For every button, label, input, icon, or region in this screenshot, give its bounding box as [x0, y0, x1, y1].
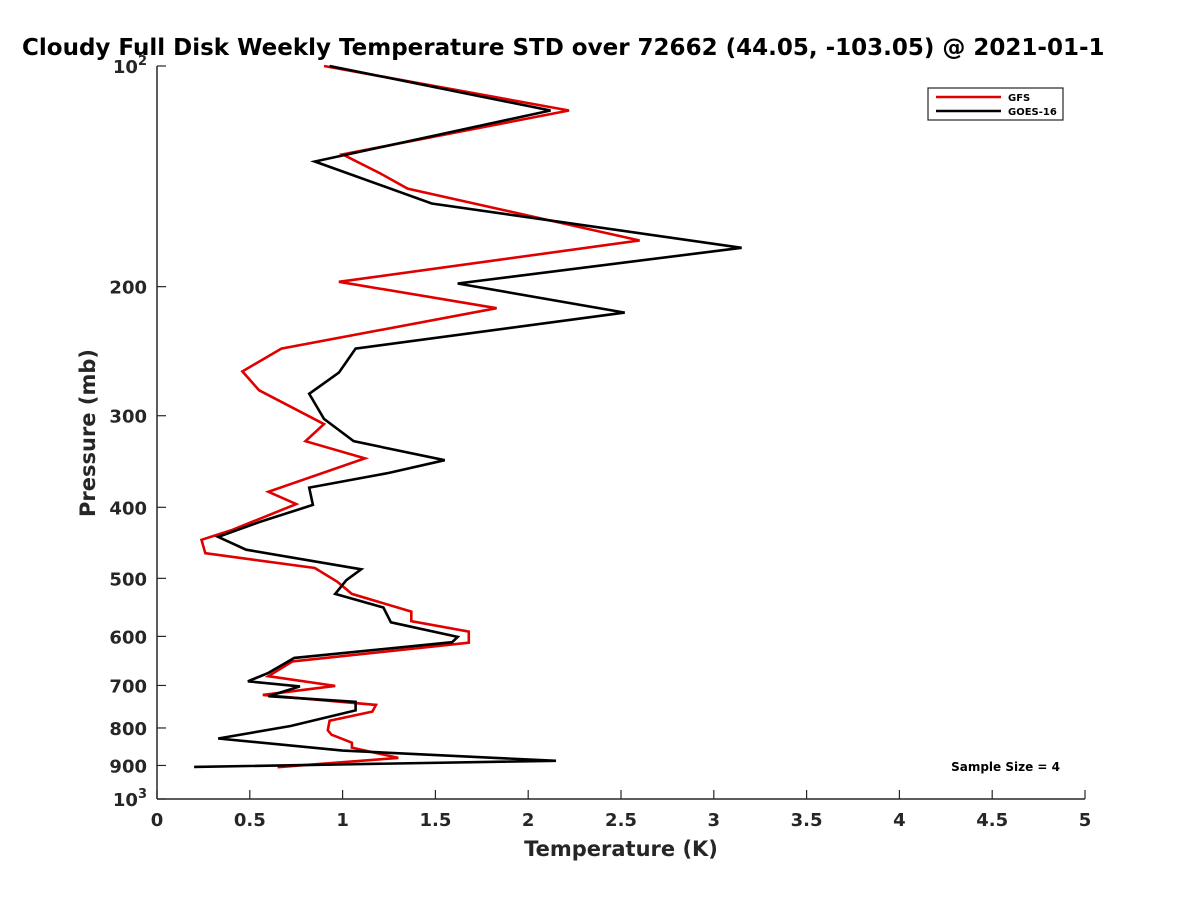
x-tick-label: 2.5	[605, 810, 637, 831]
x-tick-label: 0	[151, 810, 164, 831]
y-tick-exponent: 2	[138, 54, 147, 69]
y-tick-exponent: 3	[138, 787, 147, 802]
legend-label: GOES-16	[1008, 107, 1057, 118]
y-tick-label: 800	[109, 719, 147, 740]
x-tick-label: 3	[708, 810, 721, 831]
y-tick-base: 10	[113, 57, 138, 78]
x-tick-label: 2	[522, 810, 535, 831]
series-line-goes-16	[194, 64, 742, 769]
legend-label: GFS	[1008, 93, 1030, 104]
y-tick-label: 300	[109, 407, 147, 428]
x-tick-label: 4	[893, 810, 906, 831]
x-tick-label: 4.5	[976, 810, 1008, 831]
y-tick-label: 102	[113, 54, 147, 78]
y-tick-label: 900	[109, 756, 147, 777]
y-tick-base: 10	[113, 790, 138, 811]
y-tick-label: 103	[113, 787, 147, 811]
legend-box	[927, 87, 1064, 121]
x-axis-label: Temperature (K)	[524, 837, 718, 861]
x-tick-label: 3.5	[791, 810, 823, 831]
y-axis-label: Pressure (mb)	[76, 349, 100, 517]
series-line-gfs	[199, 64, 640, 769]
chart-title: Cloudy Full Disk Weekly Temperature STD …	[22, 35, 1105, 61]
x-tick-label: 5	[1079, 810, 1092, 831]
plot-area	[194, 64, 742, 769]
y-tick-label: 600	[109, 627, 147, 648]
axes: 0 0.5 1 1.5 2 2.5 3 3.5 4 4.5 51022003004005006007…	[109, 54, 1091, 831]
y-tick-label: 500	[109, 569, 147, 590]
x-tick-label: 0.5	[234, 810, 266, 831]
y-tick-label: 400	[109, 498, 147, 519]
sample-size-annotation: Sample Size = 4	[951, 760, 1060, 774]
x-tick-label: 1.5	[419, 810, 451, 831]
y-tick-label: 700	[109, 676, 147, 697]
x-tick-label: 1	[336, 810, 349, 831]
legend: GFS GOES-16	[927, 87, 1064, 121]
y-tick-label: 200	[109, 278, 147, 299]
